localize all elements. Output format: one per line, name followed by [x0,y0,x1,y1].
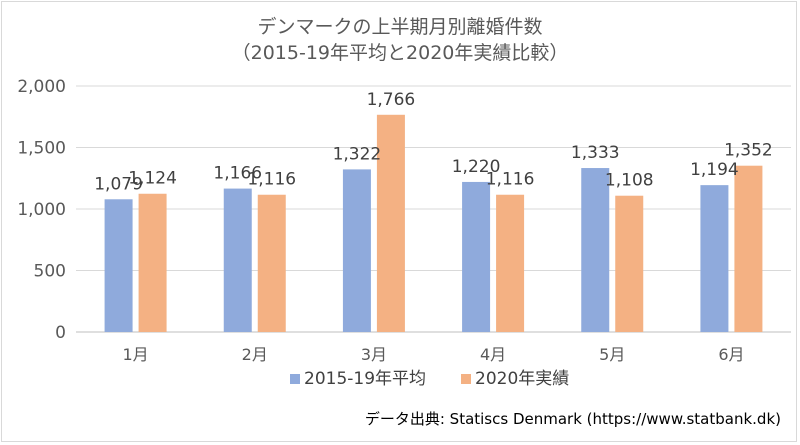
data-label: 1,352 [724,141,773,161]
y-tick-label: 1,500 [17,139,66,159]
bar-avg-2015-19-5 [581,168,610,332]
x-category-label: 5月 [599,345,625,364]
legend-swatch-series-1 [290,374,300,384]
legend-label-series-1: 2015-19年平均 [304,369,426,389]
source-note: データ出典: Statiscs Denmark (https://www.sta… [365,410,781,428]
data-label: 1,333 [571,143,620,163]
data-label: 1,116 [247,170,296,190]
x-axis-categories: 1月 2月 3月 4月 5月 6月 [122,345,744,364]
bar-actual-2020-3 [376,114,405,332]
data-label: 1,079 [94,174,143,194]
legend-label-series-2: 2020年実績 [475,369,569,389]
bars [104,114,763,332]
data-label: 1,220 [452,157,501,177]
y-tick-label: 2,000 [17,77,66,97]
legend-swatch-series-2 [461,374,471,384]
x-category-label: 4月 [480,345,506,364]
bar-actual-2020-5 [615,195,644,332]
data-label: 1,166 [213,164,262,184]
bar-avg-2015-19-6 [700,185,729,332]
data-label: 1,194 [690,160,739,180]
y-tick-label: 500 [34,262,66,282]
gridlines [76,85,791,333]
y-tick-label: 0 [55,323,66,343]
x-category-label: 6月 [718,345,744,364]
data-label: 1,766 [367,90,416,110]
y-axis-ticks: 0 500 1,000 1,500 2,000 [17,77,66,343]
data-label: 1,116 [486,170,535,190]
data-label: 1,124 [128,169,177,189]
bar-actual-2020-4 [496,194,525,332]
legend: 2015-19年平均 2020年実績 [290,369,569,389]
bar-avg-2015-19-3 [342,169,371,332]
y-tick-label: 1,000 [17,200,66,220]
bar-avg-2015-19-1 [104,199,133,332]
data-label: 1,322 [333,144,382,164]
bar-avg-2015-19-4 [462,181,491,332]
chart-title-line-1: デンマークの上半期月別離婚件数 [257,16,542,38]
bar-actual-2020-2 [257,194,286,332]
x-category-label: 2月 [242,345,268,364]
x-category-label: 1月 [122,345,148,364]
data-label: 1,108 [605,171,654,191]
chart-title-line-2: （2015-19年平均と2020年実績比較） [232,42,569,64]
x-category-label: 3月 [361,345,387,364]
bar-avg-2015-19-2 [223,188,252,332]
bar-actual-2020-1 [138,193,167,332]
bar-actual-2020-6 [734,165,763,332]
